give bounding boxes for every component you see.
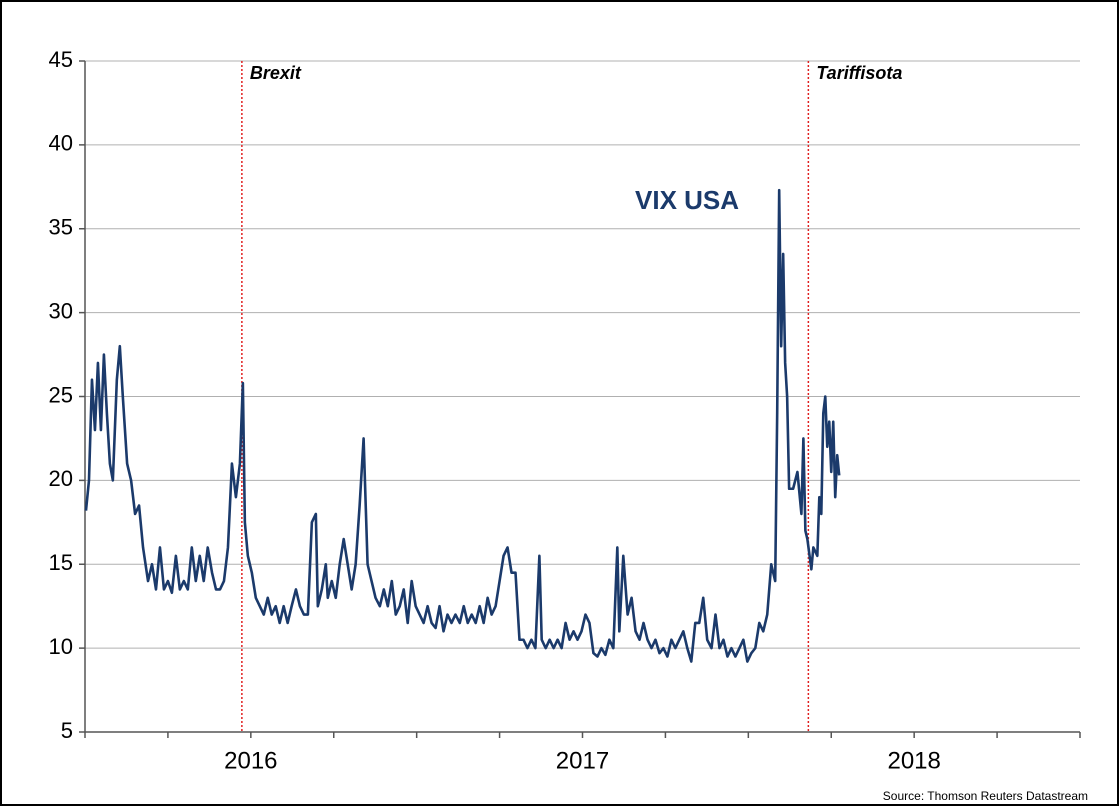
x-tick-label: 2017 bbox=[556, 747, 609, 774]
y-tick-label: 25 bbox=[49, 382, 73, 407]
series-label: VIX USA bbox=[635, 185, 739, 215]
y-tick-label: 15 bbox=[49, 550, 73, 575]
x-tick-label: 2016 bbox=[224, 747, 277, 774]
y-tick-label: 5 bbox=[61, 718, 73, 743]
y-tick-label: 10 bbox=[49, 634, 73, 659]
vix-line bbox=[84, 188, 841, 663]
y-tick-label: 40 bbox=[49, 131, 73, 156]
event-label: Tariffisota bbox=[816, 63, 902, 83]
source-note: Source: Thomson Reuters Datastream bbox=[883, 789, 1088, 803]
x-tick-label: 2018 bbox=[887, 747, 940, 774]
event-label: Brexit bbox=[250, 63, 302, 83]
y-tick-label: 30 bbox=[49, 298, 73, 323]
y-tick-label: 20 bbox=[49, 466, 73, 491]
y-tick-label: 35 bbox=[49, 215, 73, 240]
y-tick-label: 45 bbox=[49, 47, 73, 72]
